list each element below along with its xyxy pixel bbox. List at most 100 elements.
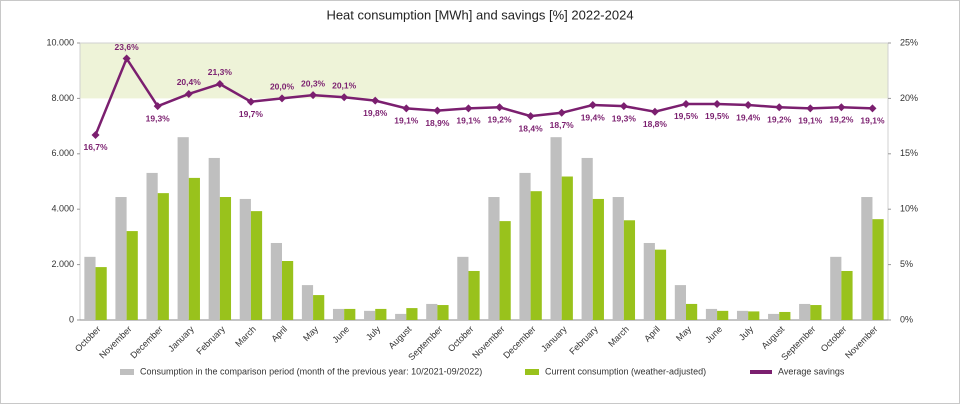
highlight-band bbox=[80, 43, 888, 99]
y-tick-label: 6.000 bbox=[51, 148, 74, 158]
bar bbox=[219, 197, 232, 320]
bar bbox=[643, 242, 655, 320]
bar bbox=[395, 313, 407, 320]
bar bbox=[84, 256, 96, 320]
bar bbox=[364, 310, 376, 320]
data-label: 19,2% bbox=[487, 115, 512, 125]
bar bbox=[830, 256, 842, 320]
bar bbox=[188, 177, 200, 320]
data-label: 19,2% bbox=[767, 115, 792, 125]
bar bbox=[623, 220, 636, 320]
line-marker bbox=[837, 103, 846, 112]
y-tick-label: 4.000 bbox=[51, 204, 74, 214]
bar bbox=[126, 231, 138, 320]
bar bbox=[250, 211, 263, 320]
bar bbox=[768, 313, 780, 320]
line-marker bbox=[775, 103, 784, 112]
line-marker bbox=[526, 112, 535, 121]
line-marker bbox=[806, 104, 815, 113]
bar bbox=[313, 295, 325, 320]
data-label: 18,9% bbox=[425, 118, 450, 128]
bar bbox=[779, 311, 791, 320]
bar bbox=[717, 310, 729, 320]
data-label: 19,1% bbox=[394, 116, 419, 126]
data-label: 19,1% bbox=[456, 116, 481, 126]
bar bbox=[530, 191, 542, 320]
bar bbox=[270, 242, 282, 320]
data-label: 18,8% bbox=[643, 119, 668, 129]
line-marker bbox=[91, 130, 100, 139]
line-marker bbox=[184, 89, 193, 98]
bar bbox=[654, 249, 667, 320]
data-label: 20,4% bbox=[177, 77, 202, 87]
bar bbox=[375, 308, 387, 320]
y2-tick-label: 20% bbox=[900, 93, 918, 103]
data-label: 20,3% bbox=[301, 78, 326, 88]
line-marker bbox=[713, 99, 722, 108]
bar bbox=[861, 197, 873, 320]
data-label: 19,5% bbox=[674, 111, 699, 121]
legend-label: Average savings bbox=[778, 366, 845, 376]
line-marker bbox=[588, 101, 597, 110]
data-label: 19,8% bbox=[363, 108, 388, 118]
line-marker bbox=[402, 104, 411, 113]
data-label: 19,4% bbox=[736, 112, 761, 122]
legend-swatch bbox=[120, 369, 134, 375]
line-marker bbox=[495, 103, 504, 112]
bar bbox=[686, 303, 698, 320]
bar bbox=[550, 137, 562, 320]
bar bbox=[841, 270, 853, 320]
bar bbox=[674, 285, 686, 320]
y-tick-label: 10.000 bbox=[46, 37, 74, 47]
data-label: 16,7% bbox=[83, 142, 108, 152]
bar bbox=[457, 256, 469, 320]
bar bbox=[239, 198, 251, 320]
bar bbox=[488, 197, 500, 320]
data-label: 19,1% bbox=[860, 116, 885, 126]
bar bbox=[872, 219, 884, 320]
bar bbox=[499, 221, 511, 320]
data-label: 19,4% bbox=[581, 112, 606, 122]
bar bbox=[332, 308, 345, 320]
line-marker bbox=[744, 101, 753, 110]
line-marker bbox=[340, 93, 349, 102]
bar bbox=[115, 197, 127, 320]
bar bbox=[406, 308, 418, 320]
line-marker bbox=[153, 102, 162, 111]
y-tick-label: 8.000 bbox=[51, 93, 74, 103]
bar bbox=[705, 308, 718, 320]
data-label: 20,0% bbox=[270, 82, 295, 92]
data-label: 19,3% bbox=[612, 113, 637, 123]
data-label: 19,7% bbox=[239, 109, 264, 119]
line-marker bbox=[868, 104, 877, 113]
chart-title: Heat consumption [MWh] and savings [%] 2… bbox=[326, 7, 633, 22]
line-marker bbox=[650, 107, 659, 116]
data-label: 19,2% bbox=[829, 115, 854, 125]
y-tick-label: 2.000 bbox=[51, 259, 74, 269]
bar bbox=[157, 193, 169, 320]
data-label: 19,5% bbox=[705, 111, 730, 121]
line-marker bbox=[371, 96, 380, 105]
bar bbox=[592, 198, 604, 320]
bar bbox=[748, 311, 760, 320]
data-label: 18,7% bbox=[550, 120, 575, 130]
data-label: 18,4% bbox=[519, 123, 544, 133]
y2-tick-label: 0% bbox=[900, 314, 913, 324]
line-marker bbox=[215, 79, 224, 88]
line-marker bbox=[464, 104, 473, 113]
bar bbox=[344, 308, 356, 320]
bar bbox=[561, 176, 573, 320]
bar bbox=[612, 197, 624, 320]
line-marker bbox=[122, 54, 131, 63]
bar bbox=[282, 260, 294, 320]
data-label: 19,3% bbox=[146, 113, 171, 123]
data-label: 20,1% bbox=[332, 81, 357, 91]
legend-swatch bbox=[750, 370, 772, 374]
legend-label: Current consumption (weather-adjusted) bbox=[545, 366, 706, 376]
line bbox=[94, 55, 873, 136]
bar bbox=[301, 285, 314, 320]
data-label: 21,3% bbox=[208, 67, 233, 77]
y2-tick-label: 10% bbox=[900, 204, 918, 214]
legend-swatch bbox=[525, 369, 539, 375]
